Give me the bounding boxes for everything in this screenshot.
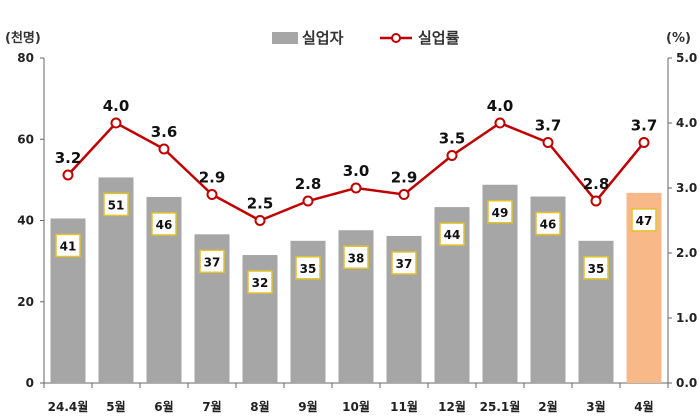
left-tick-label: 80 bbox=[17, 51, 34, 65]
x-category-label: 9월 bbox=[298, 399, 317, 414]
legend-marker-rate bbox=[391, 33, 401, 43]
bar-value-label: 37 bbox=[204, 255, 221, 269]
axes: 0 20 40 60 80 0.0 1.0 2.0 3.0 4.0 5.0 24.4월 5월 6월 7월 8월… bbox=[17, 51, 697, 414]
x-category-label: 3월 bbox=[586, 399, 605, 414]
bar-value-label: 35 bbox=[588, 262, 605, 276]
legend-label-unemployed: 실업자 bbox=[302, 29, 344, 47]
rate-value-label: 3.7 bbox=[631, 117, 658, 135]
x-category-label: 12월 bbox=[438, 399, 466, 414]
left-tick-label: 20 bbox=[17, 295, 34, 309]
bar-value-box bbox=[535, 211, 561, 236]
bar-value-box bbox=[583, 256, 609, 280]
x-category-label: 2월 bbox=[538, 399, 557, 414]
legend: 실업자 실업률 bbox=[272, 29, 460, 47]
bar-value-box bbox=[391, 251, 417, 275]
bar-value-label: 49 bbox=[492, 206, 509, 220]
rate-point bbox=[254, 215, 266, 226]
right-tick-label: 2.0 bbox=[676, 246, 697, 260]
bar-value-box bbox=[103, 192, 129, 217]
rate-point bbox=[638, 137, 650, 148]
bar-value-box bbox=[247, 270, 273, 294]
x-category-label: 8월 bbox=[250, 399, 269, 414]
bar-value-box bbox=[295, 256, 321, 280]
rate-value-label: 2.5 bbox=[247, 195, 274, 213]
rate-point bbox=[446, 150, 458, 161]
rate-value-label: 3.5 bbox=[439, 130, 466, 148]
bar-value-box bbox=[151, 212, 177, 236]
legend-label-rate: 실업률 bbox=[418, 29, 460, 47]
bar-value-label: 37 bbox=[396, 257, 413, 271]
left-tick-label: 0 bbox=[26, 376, 34, 390]
bar-value-box bbox=[55, 233, 81, 258]
rate-point bbox=[302, 195, 314, 207]
x-category-label: 10월 bbox=[342, 399, 370, 414]
bar-value-label: 46 bbox=[156, 218, 173, 232]
right-tick-label: 0.0 bbox=[676, 376, 697, 390]
right-tick-label: 4.0 bbox=[676, 116, 697, 130]
rate-value-label: 4.0 bbox=[487, 97, 514, 115]
bar-value-label: 46 bbox=[540, 218, 557, 232]
rate-value-label: 2.9 bbox=[199, 169, 226, 187]
x-category-label: 4월 bbox=[634, 399, 653, 414]
data-labels: 41 51 46 37 32 35 38 37 44 49 46 35 47 3.2 4.0 3.6 2.9 2.… bbox=[55, 97, 658, 294]
x-category-label: 24.4월 bbox=[48, 399, 89, 414]
right-tick-label: 5.0 bbox=[676, 51, 697, 65]
x-category-label: 6월 bbox=[154, 399, 173, 414]
bars bbox=[50, 177, 662, 383]
left-tick-label: 60 bbox=[17, 132, 34, 146]
rate-value-label: 3.7 bbox=[535, 117, 562, 135]
rate-value-label: 3.6 bbox=[151, 123, 178, 141]
bar-value-label: 35 bbox=[300, 262, 317, 276]
bar-value-box bbox=[487, 200, 513, 224]
x-category-label: 11월 bbox=[390, 399, 418, 414]
x-category-label: 25.1월 bbox=[480, 399, 521, 414]
rate-value-label: 2.8 bbox=[295, 175, 322, 193]
bar-value-box bbox=[199, 249, 225, 274]
bar-value-box bbox=[343, 245, 369, 269]
legend-swatch-unemployed bbox=[272, 32, 298, 44]
rate-point bbox=[62, 169, 74, 181]
rate-line bbox=[62, 117, 650, 226]
rate-point bbox=[110, 117, 122, 129]
rate-value-label: 4.0 bbox=[103, 97, 130, 115]
rate-value-label: 3.0 bbox=[343, 162, 370, 180]
rate-point bbox=[350, 182, 362, 194]
x-category-label: 5월 bbox=[106, 399, 125, 414]
right-tick-label: 3.0 bbox=[676, 181, 697, 195]
bar-value-label: 32 bbox=[252, 276, 269, 290]
bar-value-label: 38 bbox=[348, 251, 365, 265]
right-axis-unit: (%) bbox=[666, 31, 691, 46]
rate-point bbox=[206, 189, 218, 200]
x-category-label: 7월 bbox=[202, 399, 221, 414]
rate-value-label: 2.9 bbox=[391, 169, 418, 187]
bar-value-box bbox=[631, 208, 657, 232]
bar-value-label: 44 bbox=[444, 228, 461, 242]
rate-point bbox=[590, 195, 602, 207]
bar-value-label: 47 bbox=[636, 214, 653, 228]
rate-point bbox=[398, 189, 410, 200]
rate-point bbox=[494, 117, 506, 129]
bar-value-label: 51 bbox=[108, 198, 125, 212]
left-axis-unit: (천명) bbox=[5, 30, 41, 46]
right-tick-label: 1.0 bbox=[676, 311, 697, 325]
rate-point bbox=[542, 137, 554, 148]
rate-value-label: 2.8 bbox=[583, 175, 610, 193]
bar-value-label: 41 bbox=[60, 239, 77, 253]
bar-value-box bbox=[439, 222, 465, 246]
left-tick-label: 40 bbox=[17, 214, 34, 228]
rate-point bbox=[158, 143, 170, 155]
rate-value-label: 3.2 bbox=[55, 149, 82, 167]
